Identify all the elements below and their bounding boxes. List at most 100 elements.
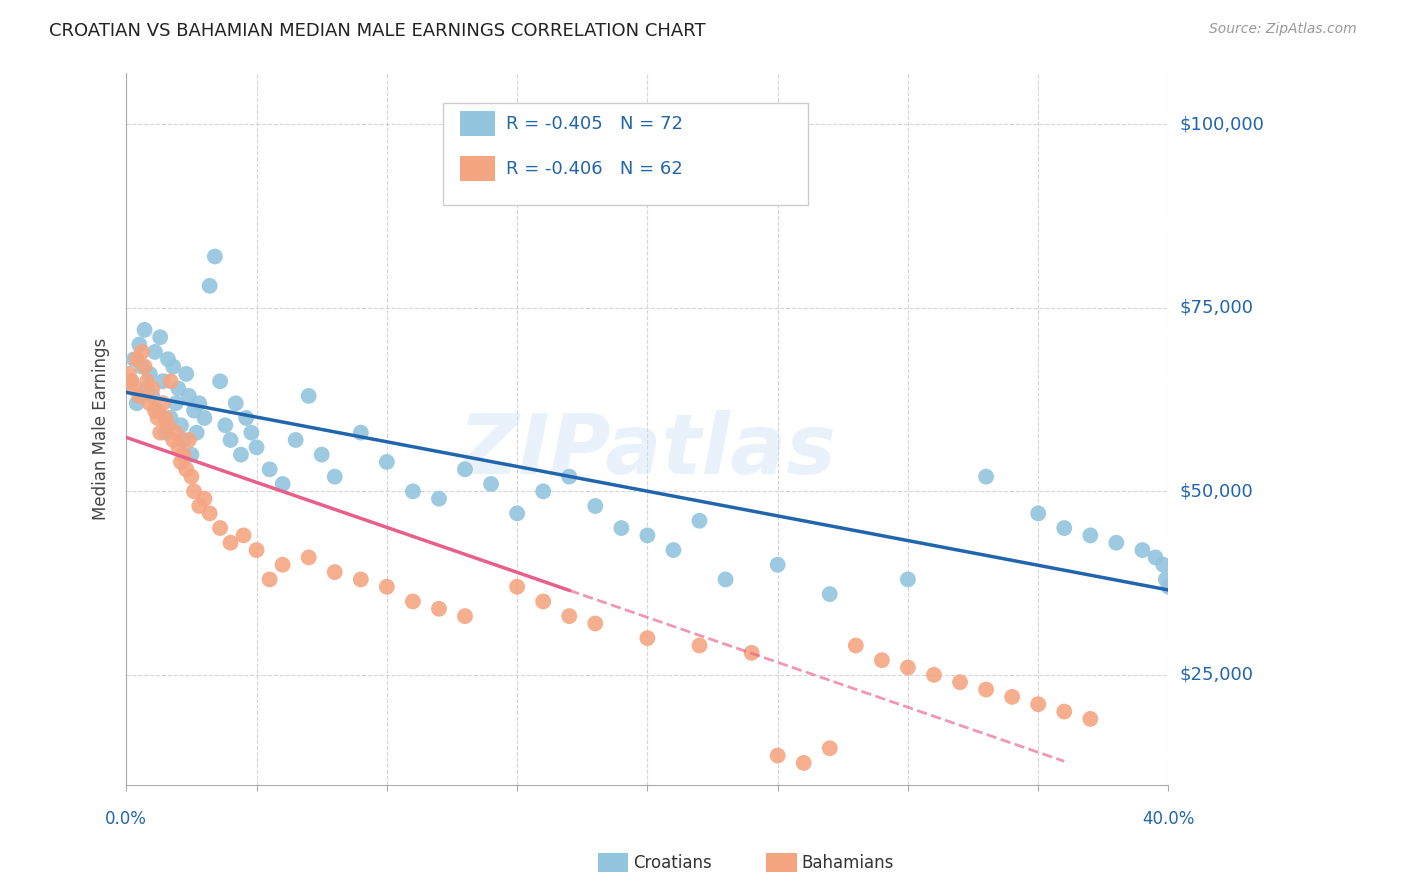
Point [156,418,179,433]
Point [531,484,554,499]
Point [155,425,177,440]
Point [232,528,254,542]
Point [870,653,893,667]
Point [149,425,172,440]
Text: R = -0.406   N = 62: R = -0.406 N = 62 [506,160,683,178]
Point [214,418,236,433]
Point [125,396,148,410]
Point [121,374,143,388]
Point [162,359,184,374]
Point [1026,507,1049,521]
Text: ZIPatlas: ZIPatlas [458,409,837,491]
Point [271,477,294,491]
Point [1078,712,1101,726]
Point [204,250,226,264]
Point [146,403,169,417]
Point [173,433,195,447]
Point [240,425,263,440]
Point [689,639,711,653]
Point [180,469,202,483]
Text: $100,000: $100,000 [1180,115,1264,134]
Point [402,594,425,608]
Point [714,573,737,587]
Point [1132,543,1154,558]
Text: Source: ZipAtlas.com: Source: ZipAtlas.com [1209,22,1357,37]
Point [209,521,232,535]
Point [1144,550,1167,565]
Text: $75,000: $75,000 [1180,299,1254,317]
Point [454,462,477,476]
Point [156,352,179,367]
Point [209,374,232,388]
Point [177,389,200,403]
Point [375,455,398,469]
Point [118,367,141,381]
Point [1152,558,1174,572]
Point [636,528,658,542]
Point [766,748,789,763]
Point [375,580,398,594]
Text: $50,000: $50,000 [1180,483,1253,500]
Point [198,507,221,521]
Point [149,330,172,344]
Point [506,580,529,594]
Point [155,411,177,425]
Point [128,389,150,403]
Point [188,499,211,513]
Point [741,646,763,660]
Point [143,344,166,359]
Point [134,323,156,337]
Point [284,433,307,447]
Point [583,616,606,631]
Point [174,367,197,381]
Point [558,609,581,624]
Point [610,521,633,535]
Point [558,469,581,483]
Point [146,411,169,425]
Point [427,601,450,615]
Point [188,396,211,410]
Point [271,558,294,572]
Point [152,374,174,388]
Point [897,660,920,674]
Point [949,675,972,690]
Point [167,382,190,396]
Point [311,448,333,462]
Point [122,382,145,396]
Point [1053,521,1076,535]
Text: CROATIAN VS BAHAMIAN MEDIAN MALE EARNINGS CORRELATION CHART: CROATIAN VS BAHAMIAN MEDIAN MALE EARNING… [49,22,706,40]
Point [897,573,920,587]
Point [323,565,346,579]
Point [1053,705,1076,719]
Point [1157,580,1180,594]
Point [506,507,529,521]
Point [174,462,197,476]
Point [350,573,373,587]
Point [427,491,450,506]
Point [1105,535,1128,549]
Point [793,756,815,770]
Point [193,411,215,425]
Point [122,352,145,367]
Point [136,382,159,396]
Point [165,425,187,440]
Point [177,433,200,447]
Point [186,425,208,440]
Point [922,668,945,682]
Point [245,440,267,454]
Point [323,469,346,483]
Point [141,389,163,403]
Text: R = -0.405   N = 72: R = -0.405 N = 72 [506,115,683,133]
Point [173,448,195,462]
Point [219,535,242,549]
Point [180,448,202,462]
Point [531,594,554,608]
Point [193,491,215,506]
Point [818,741,841,756]
Point [229,448,252,462]
Point [143,403,166,417]
Point [198,278,221,293]
Point [152,396,174,410]
Text: 0.0%: 0.0% [105,810,148,828]
Point [159,374,181,388]
